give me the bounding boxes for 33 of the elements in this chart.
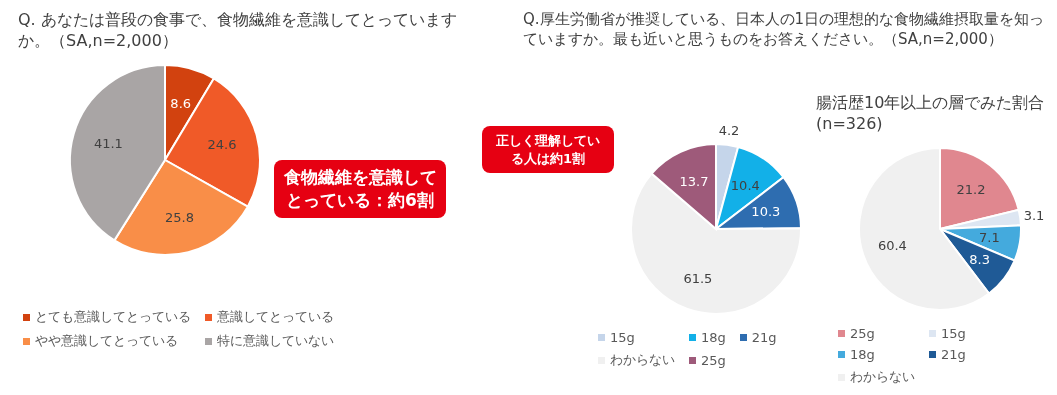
- legend-label: 15g: [610, 330, 635, 345]
- data-label: 13.7: [679, 173, 709, 189]
- data-label: 61.5: [683, 270, 713, 286]
- data-label: 25.8: [164, 209, 194, 225]
- legend-label: 18g: [850, 347, 875, 362]
- text: 正しく理解している人は約1割: [482, 126, 614, 174]
- chart-title: Q.厚生労働省が推奨している、日本人の1日の理想的な食物繊維摂取量を知っていますか。最も近いと思うものをお答えください。（SA,n=2,000）: [523, 10, 1046, 49]
- data-label: 3.1: [1023, 207, 1045, 223]
- legend-label: 21g: [941, 347, 966, 362]
- legend-label: 意識してとっている: [217, 308, 334, 326]
- legend-label: わからない: [610, 351, 675, 369]
- legend-label: 25g: [701, 352, 726, 368]
- data-label: 7.1: [979, 230, 1000, 246]
- text: 食物繊維を意識してとっている：約6割: [274, 160, 446, 218]
- data-label: 10.4: [730, 177, 760, 193]
- legend-label: 15g: [941, 326, 966, 341]
- chart-title: Q. あなたは普段の食事で、食物繊維を意識してとっていますか。（SA,n=2,000）: [18, 10, 458, 52]
- legend-label: 特に意識していない: [217, 332, 334, 350]
- legend-label: 18g: [701, 330, 726, 345]
- data-label: 4.2: [718, 123, 740, 139]
- legend-label: わからない: [850, 368, 915, 386]
- legend-label: 21g: [751, 330, 777, 345]
- data-label: 8.3: [969, 252, 990, 268]
- chart-title: 腸活歴10年以上の層でみた割合(n=326): [816, 93, 1046, 135]
- legend-label: 25g: [850, 326, 875, 341]
- legend-label: とても意識してとっている: [35, 308, 191, 326]
- data-label: 10.3: [751, 204, 781, 220]
- data-label: 24.6: [207, 137, 237, 153]
- data-label: 60.4: [877, 237, 907, 253]
- data-label: 41.1: [93, 136, 123, 152]
- data-label: 8.6: [170, 95, 192, 111]
- legend-label: やや意識してとっている: [35, 332, 178, 350]
- data-label: 21.2: [956, 181, 986, 197]
